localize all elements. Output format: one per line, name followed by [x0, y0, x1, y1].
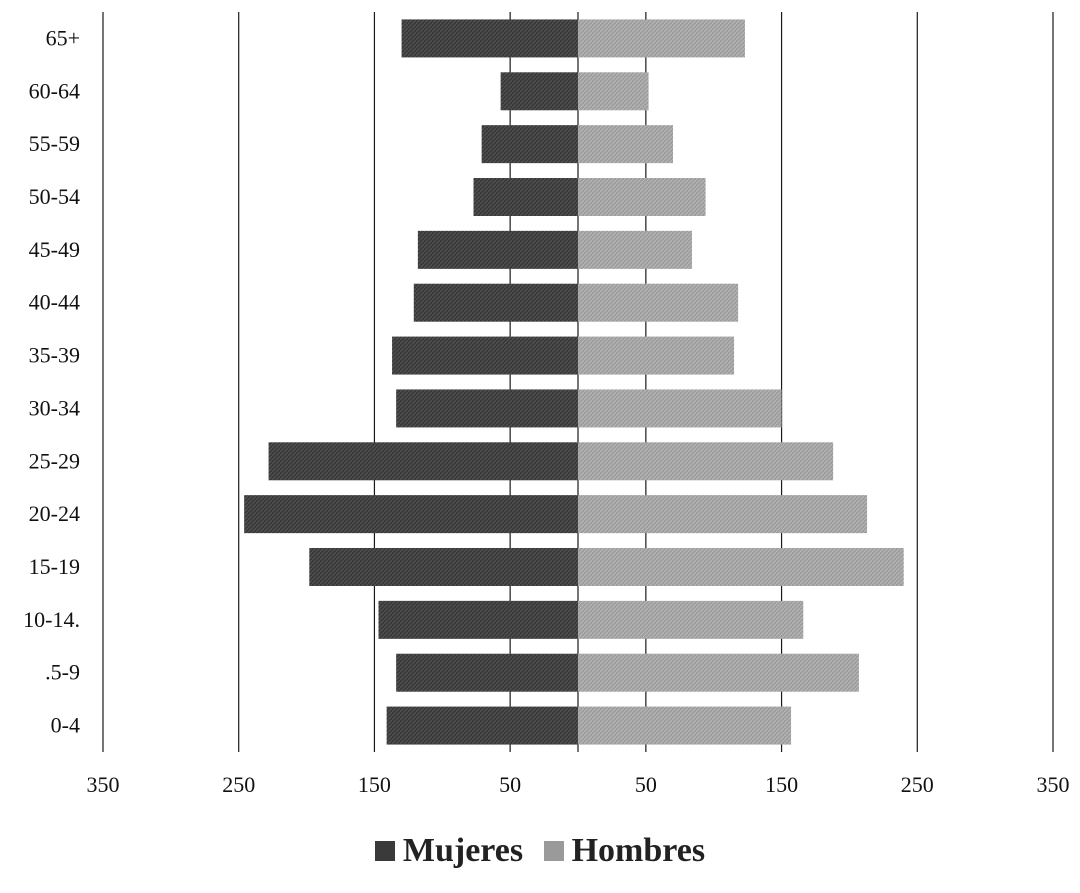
category-label: 35-39	[29, 343, 80, 368]
x-tick-label: 50	[635, 772, 657, 797]
category-label: 15-19	[29, 554, 80, 579]
bar-mujeres-1	[500, 72, 578, 111]
category-labels: 65+ 60-64 55-59 50-54 45-49 40-44 35-39 30-34 25…	[23, 25, 80, 737]
bar-hombres-8	[578, 442, 834, 481]
category-label: 10-14.	[23, 607, 80, 632]
bar-mujeres-3	[473, 178, 578, 216]
bar-hombres-4	[578, 230, 692, 269]
category-label: 20-24	[29, 501, 80, 526]
bar-hombres-13	[578, 706, 792, 745]
bar-mujeres-12	[396, 653, 578, 692]
category-label: 40-44	[29, 290, 80, 315]
x-tick-label: 350	[1037, 772, 1070, 797]
bar-hombres-0	[578, 19, 745, 58]
category-label: 25-29	[29, 448, 80, 473]
x-tick-labels: 350 250 150 50 50 150 250 350	[87, 772, 1070, 797]
category-label: 50-54	[29, 184, 80, 209]
population-pyramid-chart: 65+ 60-64 55-59 50-54 45-49 40-44 35-39 30-34 25…	[23, 12, 1070, 797]
bar-mujeres-2	[481, 125, 578, 164]
category-label: 65+	[46, 25, 80, 50]
bar-hombres-7	[578, 389, 782, 428]
bar-mujeres-9	[244, 495, 578, 534]
bar-mujeres-13	[386, 706, 578, 745]
category-label: 60-64	[29, 78, 80, 103]
bar-hombres-12	[578, 653, 859, 692]
bar-hombres-6	[578, 336, 735, 375]
bar-hombres-10	[578, 548, 904, 586]
legend-label-hombres: Hombres	[571, 832, 706, 869]
gridlines	[102, 12, 1054, 752]
bar-mujeres-6	[392, 336, 578, 375]
bar-mujeres-10	[309, 548, 578, 586]
legend-item-hombres: Hombres	[543, 832, 706, 870]
bar-hombres-5	[578, 283, 739, 322]
bar-hombres-2	[578, 125, 673, 164]
bar-hombres-11	[578, 600, 804, 639]
category-label: .5-9	[45, 660, 80, 685]
legend-label-mujeres: Mujeres	[402, 832, 524, 869]
bar-mujeres-5	[413, 283, 578, 322]
bar-mujeres-4	[417, 230, 578, 269]
legend: Mujeres Hombres	[0, 832, 1080, 870]
bar-hombres-9	[578, 495, 868, 534]
category-label: 55-59	[29, 131, 80, 156]
category-label: 30-34	[29, 395, 80, 420]
bars	[244, 19, 904, 745]
x-tick-label: 250	[901, 772, 934, 797]
bar-mujeres-11	[378, 600, 578, 639]
x-tick-label: 250	[222, 772, 255, 797]
bar-mujeres-8	[268, 442, 578, 481]
legend-item-mujeres: Mujeres	[374, 832, 524, 870]
bar-hombres-1	[578, 72, 649, 111]
legend-swatch-hombres	[543, 841, 564, 861]
category-label: 0-4	[51, 713, 80, 738]
bar-mujeres-0	[401, 19, 578, 58]
x-tick-label: 150	[358, 772, 391, 797]
x-tick-label: 50	[499, 772, 521, 797]
x-tick-label: 350	[87, 772, 120, 797]
x-tick-label: 150	[765, 772, 798, 797]
category-label: 45-49	[29, 237, 80, 262]
legend-swatch-mujeres	[374, 841, 395, 861]
bar-hombres-3	[578, 178, 706, 216]
bar-mujeres-7	[396, 389, 578, 428]
